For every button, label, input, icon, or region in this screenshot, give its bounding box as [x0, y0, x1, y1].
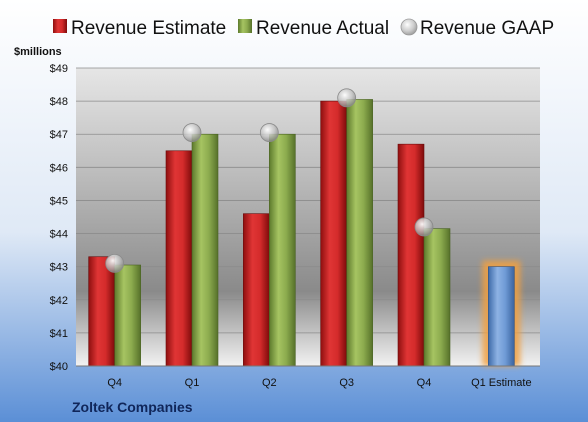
revenue-actual-bar	[191, 133, 219, 367]
revenue-actual-bar	[269, 133, 296, 367]
legend-label-estimate: Revenue Estimate	[71, 18, 226, 39]
revenue-estimate-bar	[165, 150, 193, 367]
gridlines	[76, 67, 540, 334]
company-name: Zoltek Companies	[72, 399, 193, 415]
y-tick-label: $41	[50, 328, 68, 340]
revenue-actual-bar	[114, 264, 141, 367]
x-tick-label: Q1 Estimate	[471, 377, 532, 389]
revenue-gaap-marker	[182, 123, 202, 142]
legend-marker-gaap	[400, 18, 418, 36]
revenue-estimate-bar	[88, 256, 115, 367]
legend-item-actual: Revenue Actual	[238, 18, 389, 39]
revenue-gaap-marker	[337, 88, 357, 108]
y-tick-label: $48	[50, 96, 68, 108]
gaap-markers	[105, 88, 434, 273]
revenue-actual-bar	[346, 99, 373, 367]
legend-item-gaap: Revenue GAAP	[400, 18, 554, 39]
plot-area	[76, 68, 540, 366]
legend: Revenue Estimate Revenue Actual Revenue …	[53, 18, 554, 39]
revenue-gaap-marker	[259, 123, 279, 142]
y-axis-tick-labels: $40 $41 $42 $43 $44 $45 $46 $47 $48 $49	[50, 63, 68, 373]
y-tick-label: $42	[50, 295, 68, 307]
y-tick-label: $44	[50, 229, 68, 241]
y-axis-unit-label: $millions	[14, 46, 62, 58]
y-tick-label: $46	[50, 162, 68, 174]
revenue-gaap-marker	[414, 217, 434, 237]
x-tick-label: Q3	[339, 377, 354, 389]
revenue-actual-bar	[423, 228, 451, 367]
x-tick-label: Q4	[107, 377, 122, 389]
x-tick-label: Q4	[417, 377, 432, 389]
legend-label-gaap: Revenue GAAP	[420, 18, 554, 39]
bars	[88, 99, 521, 367]
legend-item-estimate: Revenue Estimate	[53, 18, 226, 39]
x-axis-tick-labels: Q4 Q1 Q2 Q3 Q4 Q1 Estimate	[107, 377, 531, 389]
x-tick-label: Q2	[262, 377, 277, 389]
legend-swatch-estimate	[53, 19, 67, 33]
revenue-estimate-bar	[320, 100, 347, 367]
estimate-bar	[488, 266, 515, 367]
y-tick-label: $43	[50, 262, 68, 274]
y-tick-label: $49	[50, 63, 68, 75]
revenue-estimate-bar	[243, 213, 270, 367]
revenue-estimate-bar	[397, 143, 425, 367]
x-tick-label: Q1	[185, 377, 200, 389]
legend-label-actual: Revenue Actual	[256, 18, 389, 39]
y-tick-label: $45	[50, 195, 68, 207]
y-tick-label: $47	[50, 129, 68, 141]
revenue-gaap-marker	[105, 253, 125, 273]
y-tick-label: $40	[50, 361, 68, 373]
legend-swatch-actual	[238, 19, 252, 33]
